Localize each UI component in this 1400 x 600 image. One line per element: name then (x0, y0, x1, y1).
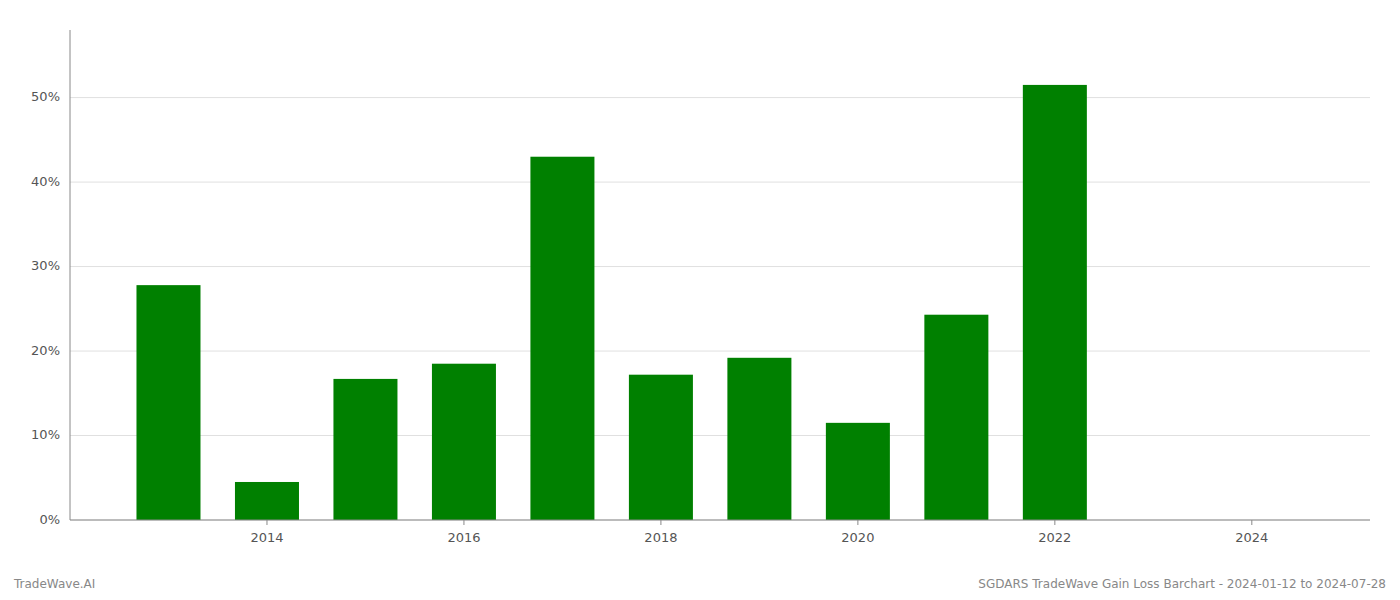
footer: TradeWave.AI SGDARS TradeWave Gain Loss B… (13, 577, 1386, 591)
x-tick-mark (857, 520, 858, 525)
y-tick-label: 0% (39, 512, 60, 527)
x-axis-line (70, 520, 1370, 521)
grid-line (70, 182, 1370, 183)
bar (826, 423, 890, 520)
bar (432, 364, 496, 520)
x-tick-label: 2022 (1038, 530, 1071, 545)
y-tick-label: 30% (31, 258, 60, 273)
y-grid (70, 98, 1370, 520)
bar (530, 157, 594, 520)
y-tick-labels: 0% 10% 20% 30% 40% 50% (31, 89, 60, 526)
bars (136, 85, 1086, 520)
chart-svg: 0% 10% 20% 30% 40% 50% 2014 2016 2018 2020 2022 202… (0, 0, 1400, 600)
x-tick-label: 2018 (644, 530, 677, 545)
x-tick-mark (1251, 520, 1252, 525)
grid-line (70, 520, 1370, 521)
bar (333, 379, 397, 520)
x-tick-mark (1054, 520, 1055, 525)
x-tick-mark (463, 520, 464, 525)
axes (70, 30, 1370, 525)
y-tick-label: 20% (31, 343, 60, 358)
bar (924, 315, 988, 520)
x-tick-mark (266, 520, 267, 525)
footer-text: SGDARS TradeWave Gain Loss Barchart - 20… (978, 577, 1386, 591)
grid-line (70, 266, 1370, 267)
grid-line (70, 351, 1370, 352)
bar (727, 358, 791, 520)
bar (235, 482, 299, 520)
y-tick-label: 40% (31, 174, 60, 189)
bar (136, 285, 200, 520)
x-tick-label: 2024 (1235, 530, 1268, 545)
x-tick-label: 2014 (250, 530, 283, 545)
y-tick-label: 50% (31, 89, 60, 104)
x-tick-mark (660, 520, 661, 525)
x-tick-labels: 2014 2016 2018 2020 2022 2024 (250, 530, 1268, 545)
x-tick-label: 2020 (841, 530, 874, 545)
chart-container: 0% 10% 20% 30% 40% 50% 2014 2016 2018 2020 2022 202… (0, 0, 1400, 600)
bar (629, 375, 693, 520)
footer-text: TradeWave.AI (13, 577, 95, 591)
y-tick-label: 10% (31, 427, 60, 442)
y-axis-line (70, 30, 71, 520)
grid-line (70, 97, 1370, 98)
bar (1023, 85, 1087, 520)
grid-line (70, 435, 1370, 436)
x-tick-label: 2016 (447, 530, 480, 545)
